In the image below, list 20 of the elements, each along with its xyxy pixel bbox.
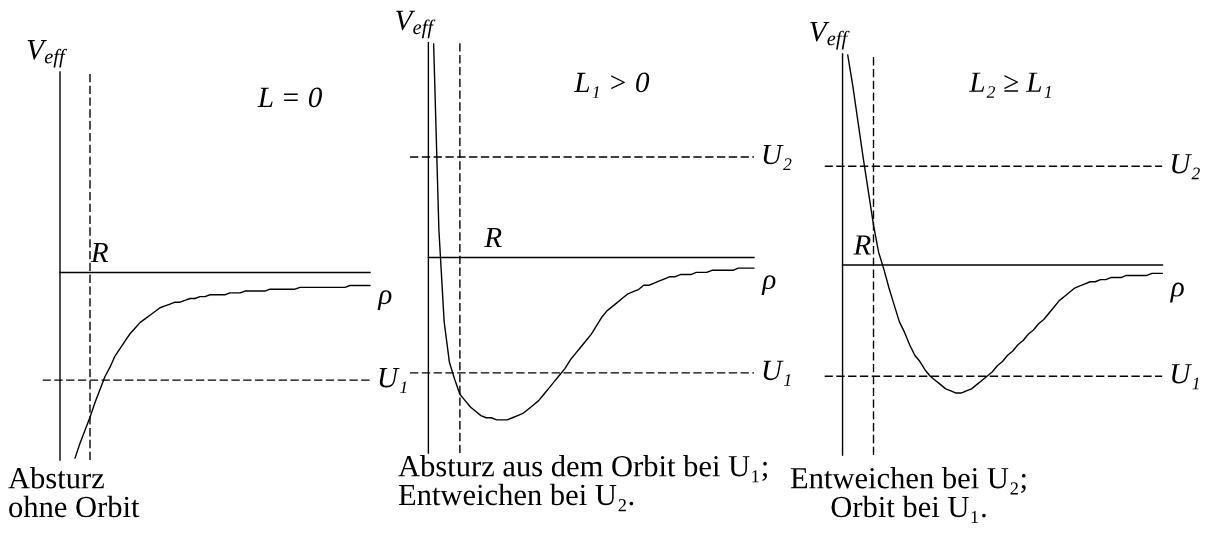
text: Entweichen bei U₂; Orbit bei U₁. [790,467,1026,524]
x-axis-title: ρ [377,290,392,311]
text: R [90,243,109,263]
ref-line-label: U₁ [1172,364,1199,390]
annotation: R [484,227,502,248]
x-axis-title: ρ [761,275,776,296]
y-axis-title: V$_{eff}$ [27,40,67,68]
text: Absturz ohne Orbit [8,467,140,518]
ref-line-label: U₁ [763,360,791,386]
text: Absturz aus dem Orbit bei U₁; Entweichen bei U₂. [398,455,767,512]
y-axis-title: V$_{eff}$ [396,10,436,39]
ref-line-label: U₂ [763,144,792,170]
text: L₂ ≥ L₁ [969,72,1051,98]
x-axis-title: ρ [1169,282,1184,303]
annotation: R [853,235,871,255]
ref-line-label: U₁ [379,368,407,394]
chart-title: L = 0 [257,87,322,108]
y-axis-title: V$_{eff}$ [810,22,850,50]
ref-line-label: U₂ [1172,154,1200,180]
text: L₁ > 0 [573,72,650,98]
